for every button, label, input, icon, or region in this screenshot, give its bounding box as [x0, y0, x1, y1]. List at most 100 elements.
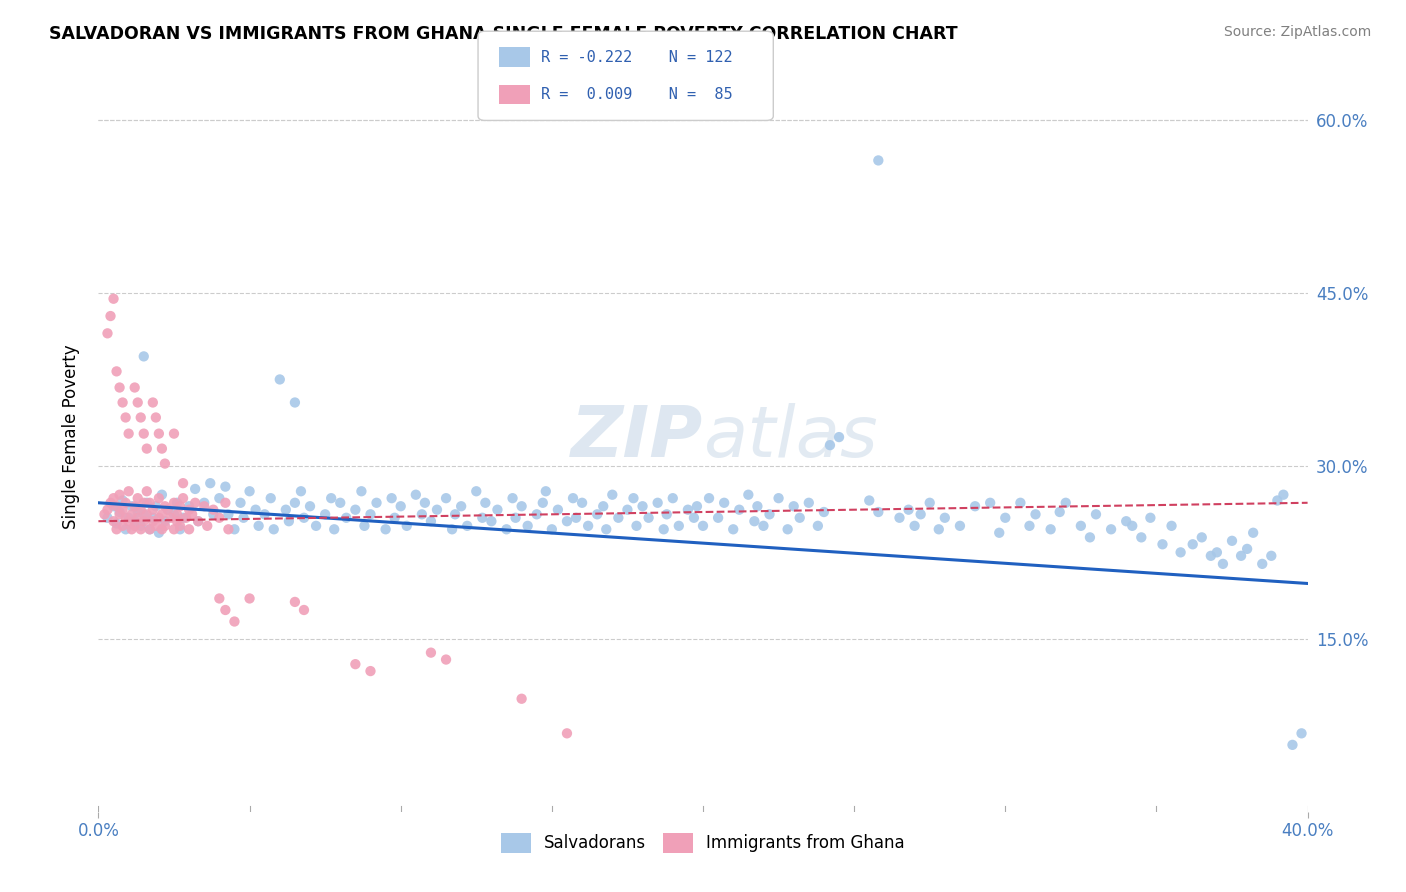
Point [305, 519, 328, 533]
Legend: Salvadorans, Immigrants from Ghana: Salvadorans, Immigrants from Ghana [495, 826, 911, 860]
Point [214, 496, 236, 510]
Point [456, 519, 478, 533]
Point [1152, 537, 1174, 551]
Point [148, 491, 170, 505]
Point [124, 380, 146, 394]
Point [114, 510, 136, 524]
Point [758, 508, 780, 522]
Point [127, 395, 149, 409]
Point [1018, 519, 1040, 533]
Point [139, 522, 162, 536]
Point [96, 326, 118, 341]
Point [555, 514, 578, 528]
Point [169, 500, 191, 514]
Point [1070, 519, 1092, 533]
Point [253, 508, 276, 522]
Point [565, 510, 588, 524]
Point [534, 484, 557, 499]
Point [686, 500, 709, 514]
Point [335, 510, 357, 524]
Point [495, 522, 517, 536]
Point [148, 525, 170, 540]
Point [135, 496, 157, 510]
Point [828, 430, 851, 444]
Point [360, 508, 382, 522]
Point [531, 496, 554, 510]
Point [683, 510, 706, 524]
Point [299, 500, 322, 514]
Point [232, 510, 254, 524]
Point [247, 519, 270, 533]
Point [486, 502, 509, 516]
Point [269, 372, 291, 386]
Point [723, 522, 745, 536]
Point [413, 496, 436, 510]
Point [239, 484, 262, 499]
Point [405, 488, 427, 502]
Point [163, 508, 186, 522]
Point [93, 508, 115, 522]
Point [163, 496, 186, 510]
Point [156, 502, 179, 516]
Point [263, 522, 285, 536]
Point [389, 500, 412, 514]
Point [172, 491, 194, 505]
Point [229, 496, 252, 510]
Y-axis label: Single Female Poverty: Single Female Poverty [62, 345, 80, 529]
Point [118, 484, 141, 499]
Point [910, 508, 932, 522]
Point [314, 508, 336, 522]
Point [132, 508, 155, 522]
Text: SALVADORAN VS IMMIGRANTS FROM GHANA SINGLE FEMALE POVERTY CORRELATION CHART: SALVADORAN VS IMMIGRANTS FROM GHANA SING… [49, 25, 957, 43]
Point [193, 496, 215, 510]
Point [224, 522, 246, 536]
Point [592, 500, 614, 514]
Point [444, 508, 467, 522]
Point [184, 496, 207, 510]
Point [1024, 508, 1046, 522]
Point [127, 491, 149, 505]
Point [108, 380, 131, 394]
Point [1260, 549, 1282, 563]
Point [108, 505, 131, 519]
Point [135, 484, 157, 499]
Point [260, 491, 283, 505]
Point [150, 522, 173, 536]
Point [290, 484, 312, 499]
Point [174, 510, 197, 524]
Point [374, 522, 396, 536]
Point [360, 664, 382, 678]
Text: ZIP: ZIP [571, 402, 703, 472]
Point [783, 500, 806, 514]
Point [1010, 496, 1032, 510]
Point [516, 519, 538, 533]
Point [132, 350, 155, 364]
Point [631, 500, 654, 514]
Point [562, 491, 585, 505]
Point [323, 522, 346, 536]
Point [166, 496, 188, 510]
Point [217, 522, 239, 536]
Point [547, 502, 569, 516]
Point [652, 522, 675, 536]
Point [108, 488, 131, 502]
Point [202, 508, 225, 522]
Point [166, 514, 188, 528]
Point [172, 510, 194, 524]
Point [965, 500, 987, 514]
Point [277, 514, 299, 528]
Point [148, 510, 170, 524]
Point [818, 438, 841, 452]
Point [623, 491, 645, 505]
Point [132, 514, 155, 528]
Point [118, 426, 141, 441]
Point [100, 496, 122, 510]
Point [208, 491, 231, 505]
Point [121, 508, 143, 522]
Point [150, 488, 173, 502]
Point [1199, 549, 1222, 563]
Point [179, 522, 201, 536]
Point [114, 522, 136, 536]
Point [169, 519, 191, 533]
Point [661, 491, 683, 505]
